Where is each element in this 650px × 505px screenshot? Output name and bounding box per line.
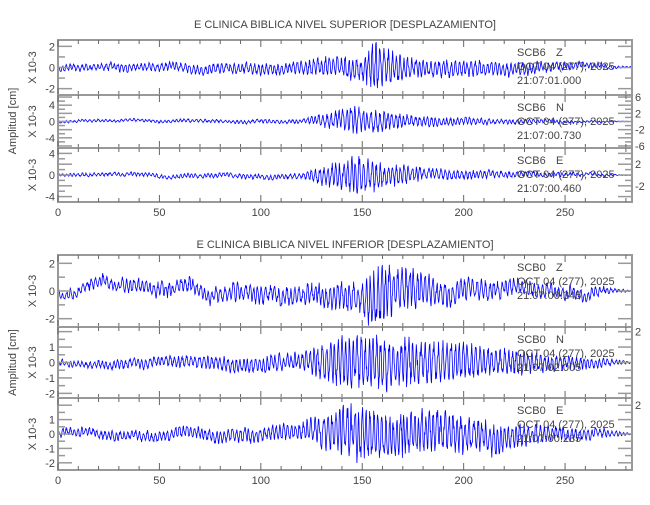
station-code: SCB6	[517, 155, 546, 167]
station-code: SCB0	[517, 262, 546, 274]
station-code: SCB0	[517, 405, 546, 417]
x-tick-label: 200	[454, 475, 472, 487]
y-tick-label: 4	[49, 148, 55, 160]
scale-label: X 10-3	[27, 418, 39, 450]
y-tick-label: 0	[49, 63, 55, 75]
record-time: 21:07:00.345	[517, 290, 581, 302]
y-axis-label: Amplitud [cm]	[7, 88, 19, 155]
record-date: OCT 04 (277), 2025	[517, 116, 615, 128]
y-tick-label: 1	[49, 415, 55, 427]
station-code: SCB6	[517, 47, 546, 59]
x-tick-label: 50	[153, 207, 165, 219]
record-time: 21:07:02.005	[517, 362, 581, 374]
component-label: E	[556, 405, 563, 417]
record-time: 21:07:00.460	[517, 183, 581, 195]
x-tick-label: 0	[55, 475, 61, 487]
panel-scb0-e: X 10-3 SCB0 E OCT 04 (277), 2025 21:07:00.23…	[27, 397, 641, 471]
waveform-trace	[57, 403, 633, 464]
panel-scb6-e: X 10-3 SCB6 E OCT 04 (277), 2025 21:07:00.46…	[27, 147, 645, 204]
y-axis-label: Amplitud [cm]	[7, 329, 19, 396]
y-tick-label: 0	[49, 429, 55, 441]
y-tick-label: -2	[45, 458, 55, 470]
y-tick-label: 2	[635, 159, 641, 171]
y-tick-label: 2	[635, 327, 641, 339]
y-tick-label: -2	[45, 84, 55, 96]
y-tick-label: 0	[49, 170, 55, 182]
x-tick-label: 100	[252, 475, 270, 487]
record-date: OCT 04 (277), 2025	[517, 348, 615, 360]
y-tick-label: 6	[635, 92, 641, 104]
x-tick-label: 150	[353, 207, 371, 219]
waveform-trace	[57, 334, 632, 393]
y-tick-label: 2	[635, 400, 641, 412]
record-time: 21:07:00.730	[517, 130, 581, 142]
component-label: N	[556, 334, 564, 346]
scale-label: X 10-3	[27, 275, 39, 307]
record-time: 21:07:01.000	[517, 75, 581, 87]
record-date: OCT 04 (277), 2025	[517, 61, 615, 73]
waveform-trace	[57, 41, 633, 89]
x-tick-label: 50	[153, 475, 165, 487]
y-tick-label: 0	[49, 117, 55, 129]
y-tick-label: -2	[635, 181, 645, 193]
station-code: SCB6	[517, 102, 546, 114]
scale-label: X 10-3	[27, 346, 39, 378]
chart-title: E CLINICA BIBLICA NIVEL INFERIOR [DESPLA…	[196, 239, 493, 251]
waveform-trace	[57, 155, 632, 194]
component-label: Z	[556, 262, 563, 274]
y-tick-label: 2	[49, 41, 55, 53]
chart-group-superior: E CLINICA BIBLICA NIVEL SUPERIOR [DESPLA…	[7, 19, 645, 219]
y-tick-label: -2	[45, 314, 55, 326]
panel-scb0-z: X 10-3 SCB0 Z OCT 04 (277), 2025 21:07:00.34…	[27, 254, 633, 328]
y-tick-label: -4	[45, 133, 55, 145]
x-tick-label: 150	[353, 475, 371, 487]
y-tick-label: 2	[635, 108, 641, 120]
record-date: OCT 04 (277), 2025	[517, 419, 615, 431]
chart-group-inferior: E CLINICA BIBLICA NIVEL INFERIOR [DESPLA…	[7, 239, 641, 487]
record-time: 21:07:00.235	[517, 433, 581, 445]
waveform-trace	[57, 264, 633, 326]
y-tick-label: -1	[45, 443, 55, 455]
x-tick-label: 250	[556, 475, 574, 487]
x-tick-label: 250	[556, 207, 574, 219]
y-tick-label: 0	[49, 286, 55, 298]
record-date: OCT 04 (277), 2025	[517, 276, 615, 288]
y-tick-label: 0	[49, 358, 55, 370]
scale-label: X 10-3	[27, 159, 39, 191]
y-tick-label: -4	[45, 192, 55, 204]
y-tick-label: -2	[635, 125, 645, 137]
y-tick-label: 4	[49, 100, 55, 112]
y-tick-label: -1	[45, 373, 55, 385]
scale-label: X 10-3	[27, 51, 39, 83]
panel-scb0-n: X 10-3 SCB0 N OCT 04 (277), 2025 21:07:02.00…	[27, 326, 641, 400]
y-tick-label: -2	[45, 388, 55, 400]
panel-scb6-n: X 10-3 SCB6 N OCT 04 (277), 2025 21:07:00.73…	[27, 92, 645, 153]
y-tick-label: 1	[49, 342, 55, 354]
component-label: E	[556, 155, 563, 167]
y-tick-label: 2	[49, 258, 55, 270]
scale-label: X 10-3	[27, 105, 39, 137]
x-tick-label: 0	[55, 207, 61, 219]
x-tick-label: 100	[252, 207, 270, 219]
y-tick-label: -6	[635, 141, 645, 153]
record-date: OCT 04 (277), 2025	[517, 169, 615, 181]
panel-scb6-z: X 10-3 SCB6 Z OCT 04 (277), 2025 21:07:01.00…	[27, 39, 633, 96]
chart-title: E CLINICA BIBLICA NIVEL SUPERIOR [DESPLA…	[194, 19, 496, 31]
station-code: SCB0	[517, 334, 546, 346]
x-tick-label: 200	[454, 207, 472, 219]
waveform-trace	[57, 105, 633, 134]
component-label: N	[556, 102, 564, 114]
component-label: Z	[556, 47, 563, 59]
